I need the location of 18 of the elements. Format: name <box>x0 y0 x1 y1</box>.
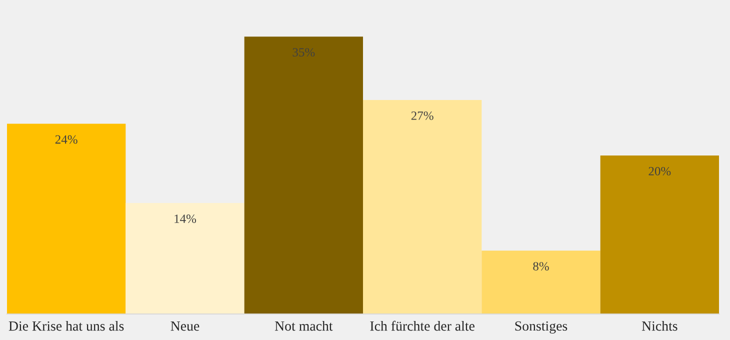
data-label: 35% <box>292 48 315 57</box>
bar <box>126 203 244 314</box>
data-label: 24% <box>55 135 78 144</box>
bar <box>600 155 719 314</box>
bar <box>244 36 363 314</box>
x-tick-label: Neue <box>170 321 200 331</box>
bar <box>7 124 126 314</box>
data-label: 14% <box>174 214 196 223</box>
bar <box>363 100 482 314</box>
x-tick-label: Sonstiges <box>515 321 568 334</box>
x-tick-label: Nichts <box>642 320 678 331</box>
x-tick-label: Not macht <box>274 320 333 331</box>
x-tick-label: Die Krise hat uns als <box>8 320 124 331</box>
data-label: 20% <box>648 166 671 176</box>
data-label: 27% <box>411 111 434 120</box>
data-label: 8% <box>533 262 549 271</box>
bar <box>482 250 600 314</box>
x-tick-label: Ich fürchte der alte <box>370 320 474 331</box>
